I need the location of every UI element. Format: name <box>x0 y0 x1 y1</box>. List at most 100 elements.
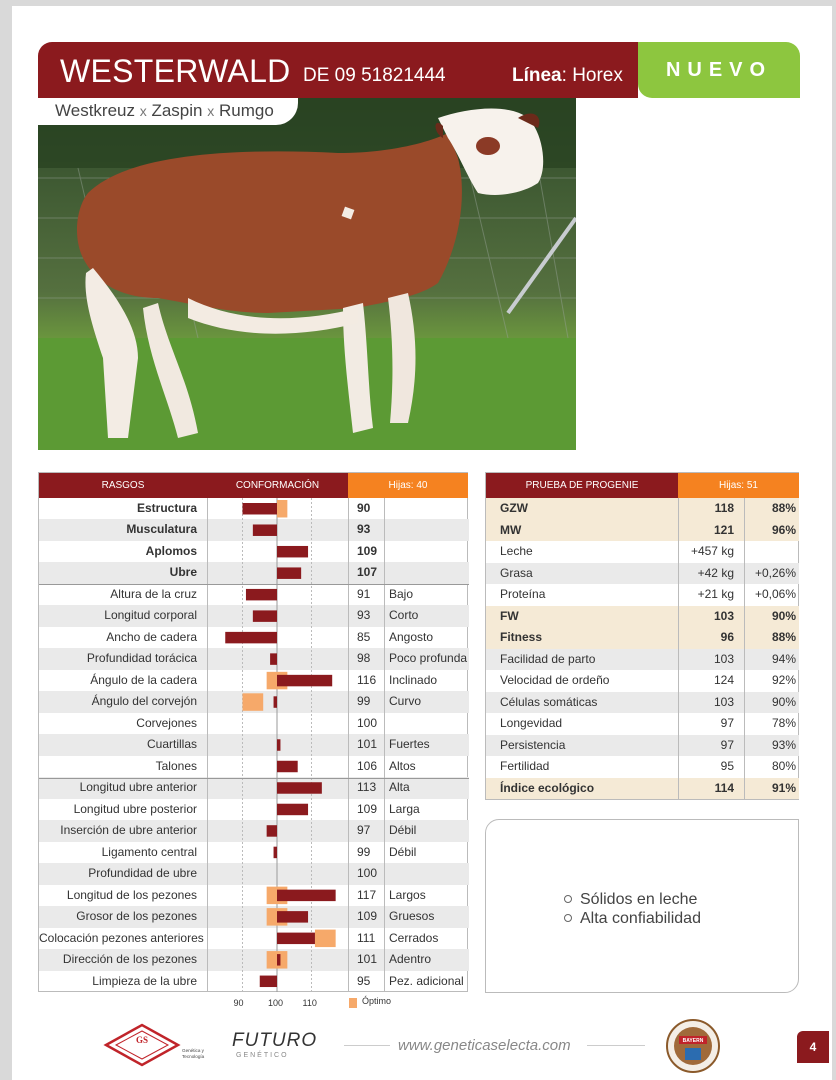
col-header-traits: RASGOS <box>39 473 207 498</box>
trait-description: Poco profunda <box>389 651 468 666</box>
progeny-value: 95 <box>720 759 734 773</box>
trait-description <box>389 713 469 735</box>
trait-label: Talones <box>155 758 197 773</box>
trait-description: Débil <box>389 844 417 859</box>
trait-bar <box>277 567 302 579</box>
trait-description: Inclinado <box>389 672 438 687</box>
pedigree-ancestor: Zaspin <box>151 101 203 120</box>
trait-label: Limpieza de la ubre <box>92 973 197 988</box>
progeny-label: Índice ecológico <box>500 780 595 795</box>
progeny-value: +42 kg <box>697 565 734 580</box>
new-badge: NUEVO <box>638 42 800 98</box>
trait-label: Longitud ubre posterior <box>73 801 197 816</box>
progeny-label: FW <box>500 608 519 623</box>
optimum-legend-label: Óptimo <box>362 996 392 1006</box>
progeny-value: 114 <box>714 780 734 795</box>
svg-text:Genética y: Genética y <box>182 1048 205 1053</box>
trait-value: 111 <box>357 930 376 945</box>
progeny-reliability: +0,06% <box>754 587 796 601</box>
progeny-row: Persistencia 97 93% <box>486 734 799 756</box>
trait-bar <box>225 631 277 644</box>
trait-description <box>389 863 469 885</box>
progeny-label: Facilidad de parto <box>500 651 596 666</box>
progeny-reliability: 94% <box>771 651 796 666</box>
axis-tick-label: 100 <box>268 998 284 1008</box>
progeny-reliability: 91% <box>771 780 796 795</box>
progeny-label: Fertilidad <box>500 759 550 773</box>
progeny-reliability: 90% <box>771 608 796 623</box>
progeny-label: Leche <box>500 544 533 558</box>
trait-label: Aplomos <box>145 543 197 558</box>
trait-value: 85 <box>357 629 371 644</box>
conformation-row: Talones 106 Altos <box>39 756 469 778</box>
trait-value: 98 <box>357 651 371 666</box>
trait-label: Profundidad torácica <box>86 651 197 666</box>
bayern-genetik-seal: BAYERN <box>666 1019 720 1073</box>
trait-label: Ángulo de la cadera <box>90 672 197 687</box>
conformation-row: Ligamento central 99 Débil <box>39 842 469 864</box>
trait-label: Colocación pezones anteriores <box>39 930 204 945</box>
trait-bar <box>277 932 315 945</box>
optimum-range-mark <box>242 693 264 711</box>
trait-label: Musculatura <box>126 522 197 537</box>
optimum-range-mark <box>277 500 288 518</box>
trait-label: Ubre <box>169 565 197 580</box>
progeny-value: +457 kg <box>690 544 734 558</box>
trait-value: 100 <box>357 866 378 881</box>
trait-description: Débil <box>389 823 417 838</box>
website-url[interactable]: www.geneticaselecta.com <box>398 1037 571 1054</box>
trait-bar <box>242 503 277 515</box>
trait-bar <box>277 739 281 751</box>
progeny-row: Longevidad 97 78% <box>486 713 799 735</box>
trait-label: Corvejones <box>136 715 197 730</box>
conformation-row: Corvejones 100 <box>39 713 469 735</box>
registration-code: DE 09 51821444 <box>303 65 446 86</box>
conformation-row: Longitud de los pezones 117 Largos <box>39 885 469 907</box>
progeny-row: FW 103 90% <box>486 605 799 627</box>
axis-tick-label: 110 <box>302 998 317 1008</box>
progeny-label: Persistencia <box>500 737 566 752</box>
conformation-row: Longitud ubre posterior 109 Larga <box>39 799 469 821</box>
trait-bar <box>277 954 281 966</box>
trait-description: Adentro <box>389 952 432 967</box>
trait-description: Gruesos <box>389 909 435 924</box>
progeny-label: MW <box>500 522 522 537</box>
trait-bar <box>266 825 277 837</box>
trait-value: 90 <box>357 501 371 515</box>
conformation-row: Ubre 107 <box>39 562 469 584</box>
trait-bar <box>277 545 309 558</box>
svg-text:GS: GS <box>136 1035 148 1045</box>
trait-value: 107 <box>357 565 378 580</box>
conformation-row: Profundidad de ubre 100 <box>39 863 469 885</box>
highlight-text: Alta confiabilidad <box>580 910 701 927</box>
trait-description: Pez. adicional <box>389 973 464 988</box>
progeny-label: Velocidad de ordeño <box>500 673 610 687</box>
line-value: Horex <box>572 65 623 86</box>
trait-label: Longitud ubre anterior <box>79 780 197 795</box>
col-header-progeny-daughters: Hijas: 51 <box>678 473 799 498</box>
trait-bar <box>277 674 333 687</box>
trait-bar <box>277 803 309 816</box>
progeny-row: Fertilidad 95 80% <box>486 756 799 778</box>
trait-description: Alta <box>389 780 410 795</box>
conformation-bar-chart <box>225 498 336 992</box>
conformation-table: RASGOS CONFORMACIÓN Hijas: 40 Estructura… <box>38 472 469 992</box>
progeny-value: 97 <box>720 716 734 730</box>
trait-value: 93 <box>357 608 371 623</box>
trait-description: Cerrados <box>389 930 439 945</box>
trait-label: Dirección de los pezones <box>62 952 197 967</box>
conformation-row: Grosor de los pezones 109 Gruesos <box>39 906 469 928</box>
line-info: Línea: Horex <box>512 65 623 86</box>
progeny-reliability: 88% <box>771 630 796 644</box>
progeny-value: 124 <box>713 673 734 687</box>
progeny-row: Fitness 96 88% <box>486 627 799 649</box>
title-bar: WESTERWALD DE 09 51821444 Línea: Horex <box>38 42 638 98</box>
progeny-reliability: 80% <box>771 759 796 773</box>
pedigree-ancestor: Rumgo <box>218 101 274 120</box>
progeny-row: GZW 118 88% <box>486 498 799 520</box>
trait-bar <box>252 524 277 536</box>
conformation-row: Aplomos 109 <box>39 541 469 563</box>
progeny-label: Células somáticas <box>500 694 598 709</box>
trait-value: 99 <box>357 694 371 709</box>
conformation-row: Cuartillas 101 Fuertes <box>39 734 469 756</box>
